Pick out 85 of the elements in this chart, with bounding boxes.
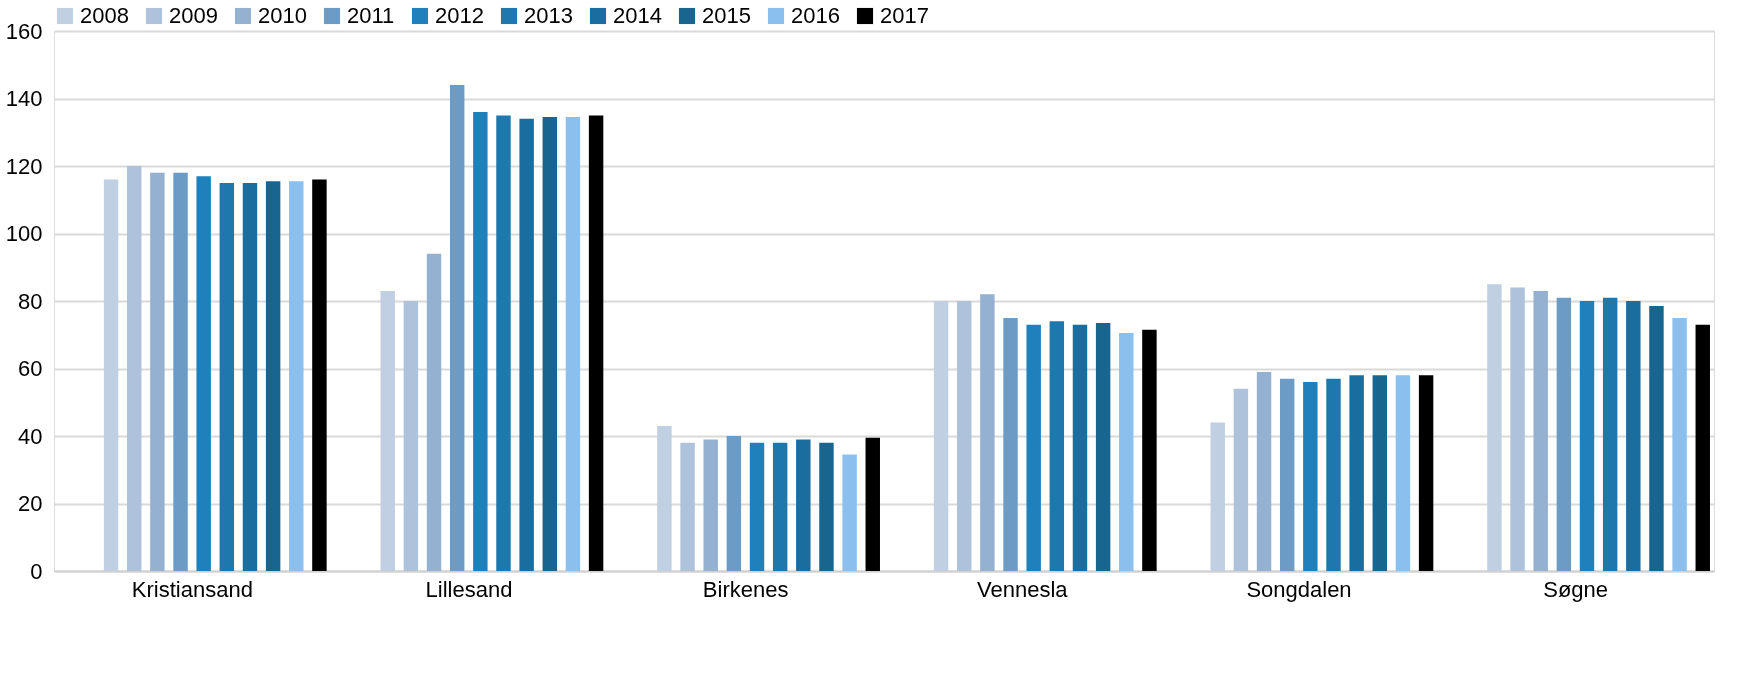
bar (1395, 375, 1411, 571)
bar (1003, 317, 1018, 571)
bar (749, 442, 765, 571)
legend-label: 2009 (169, 3, 218, 28)
bar (1372, 375, 1388, 571)
x-tick-label: Søgne (1543, 576, 1609, 602)
bar (565, 117, 581, 571)
bar (1649, 306, 1664, 571)
bar (1095, 322, 1111, 571)
bar (1418, 375, 1434, 571)
bar (1672, 317, 1687, 571)
bar (819, 442, 834, 571)
bar (1626, 301, 1641, 571)
bar (1233, 388, 1249, 571)
bar (865, 437, 880, 571)
bar (772, 442, 788, 571)
x-tick-label: Vennesla (977, 576, 1069, 602)
legend-label: 2010 (258, 3, 307, 28)
bar (1303, 382, 1318, 571)
bar (103, 179, 119, 571)
bar (173, 172, 188, 571)
y-tick-label: 40 (18, 423, 43, 449)
bar (496, 115, 511, 571)
bar (127, 166, 142, 571)
y-tick-label: 120 (5, 153, 43, 179)
bar (1210, 422, 1225, 571)
bar (1072, 324, 1088, 571)
bar (980, 294, 995, 571)
bar (242, 182, 258, 571)
bar (657, 425, 672, 571)
bar (196, 176, 211, 571)
bar (1279, 378, 1295, 571)
bar (312, 179, 327, 571)
legend-label: 2011 (347, 3, 395, 28)
x-tick-label: Birkenes (702, 576, 789, 602)
legend-label: 2013 (524, 3, 573, 28)
legend-label: 2016 (791, 3, 840, 28)
bar (1026, 324, 1041, 571)
bar (588, 115, 604, 571)
bar (1142, 329, 1157, 571)
bar (449, 85, 465, 571)
bar (1487, 284, 1502, 571)
bar (1533, 290, 1548, 571)
bar (219, 182, 235, 571)
bar (1556, 297, 1572, 571)
y-tick-label: 100 (5, 221, 43, 246)
bar (842, 454, 857, 571)
x-tick-label: Songdalen (1246, 576, 1352, 602)
bar (150, 172, 165, 571)
bar (726, 436, 742, 571)
y-tick-label: 60 (18, 356, 43, 381)
bar (1326, 378, 1341, 571)
legend-label: 2015 (702, 3, 751, 28)
bar (1579, 301, 1595, 571)
bar (519, 118, 534, 571)
bar (796, 439, 811, 571)
bar (1602, 297, 1618, 571)
bar (703, 439, 718, 571)
bar (265, 181, 281, 571)
y-tick-label: 80 (18, 288, 43, 314)
bar (403, 301, 419, 571)
bar (542, 117, 558, 571)
y-tick-label: 0 (30, 558, 43, 584)
bar (933, 301, 949, 571)
y-tick-label: 20 (18, 491, 43, 516)
x-tick-label: Kristiansand (131, 576, 253, 602)
bar (473, 112, 488, 571)
bar (1510, 287, 1525, 571)
bar (957, 301, 972, 571)
bar (1349, 375, 1364, 571)
legend-label: 2017 (880, 3, 929, 28)
legend-label: 2008 (80, 3, 129, 28)
bar (289, 181, 304, 571)
legend-label: 2014 (613, 3, 662, 28)
bar (1119, 333, 1134, 571)
legend-label: 2012 (435, 3, 484, 28)
bar (1049, 321, 1065, 571)
bar (380, 290, 395, 571)
bar (426, 253, 442, 571)
bar (1256, 371, 1272, 571)
bar (1695, 324, 1710, 571)
y-tick-label: 140 (5, 86, 43, 111)
y-tick-label: 160 (5, 18, 43, 44)
x-tick-label: Lillesand (425, 576, 513, 602)
bar (680, 442, 695, 571)
